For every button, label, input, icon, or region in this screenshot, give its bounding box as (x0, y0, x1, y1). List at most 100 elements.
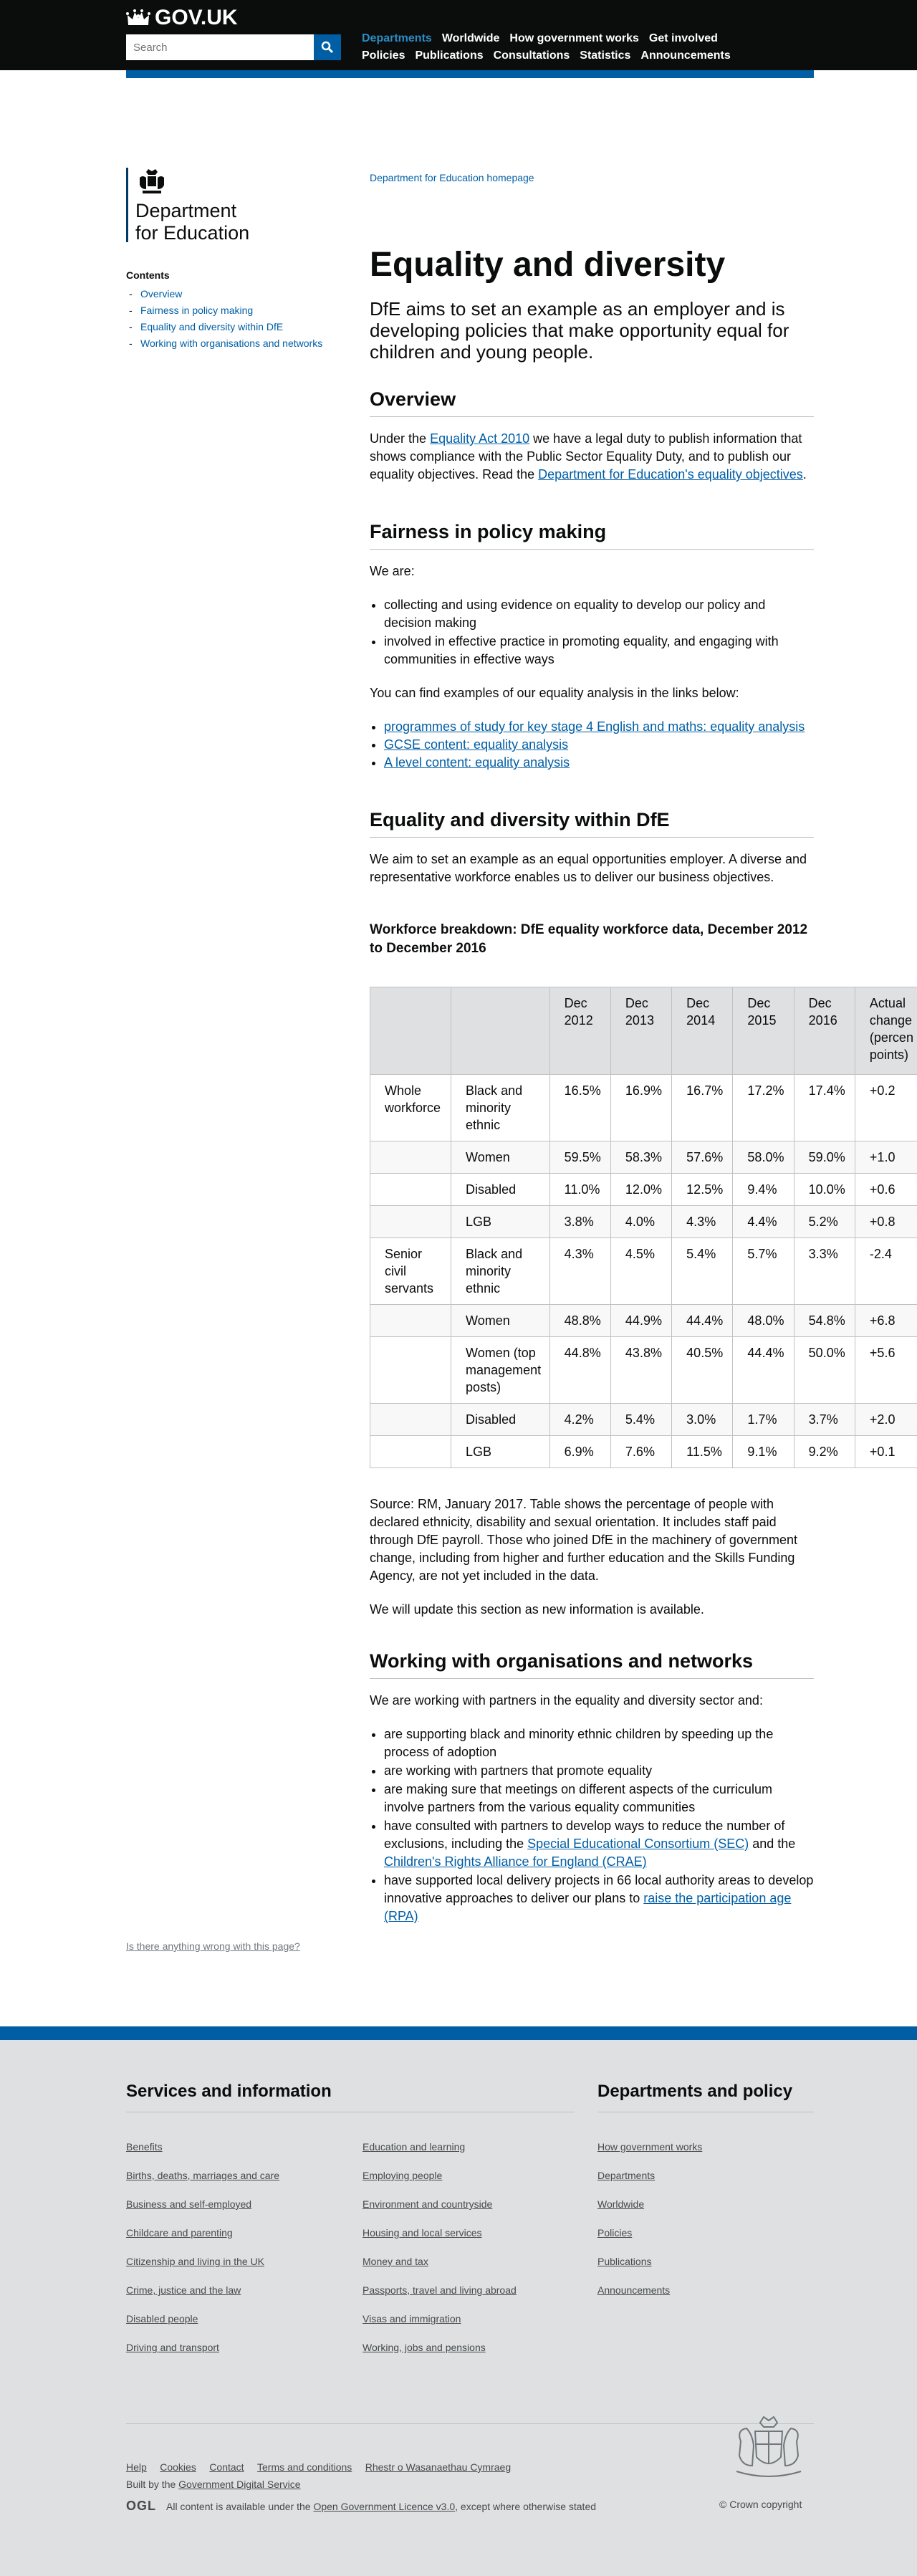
a-level-analysis-link[interactable]: A level content: equality analysis (384, 755, 570, 770)
footer-department-link[interactable]: Publications (597, 2255, 702, 2268)
table-cell: 12.5% (672, 1174, 733, 1206)
licence-line: OGL All content is available under the O… (126, 2499, 596, 2514)
govuk-logo[interactable]: GOV.UK (126, 6, 238, 30)
equality-act-link[interactable]: Equality Act 2010 (430, 431, 529, 446)
logo-text: GOV.UK (155, 6, 238, 30)
table-cell: 17.4% (794, 1075, 855, 1141)
footer-department-link[interactable]: Policies (597, 2226, 702, 2239)
nav-consultations[interactable]: Consultations (494, 47, 570, 64)
contact-link[interactable]: Contact (209, 2461, 244, 2473)
footer-service-link[interactable]: Visas and immigration (363, 2312, 517, 2325)
working-list: are supporting black and minority ethnic… (384, 1725, 814, 1925)
nav-statistics[interactable]: Statistics (580, 47, 630, 64)
footer-department-link[interactable]: How government works (597, 2140, 702, 2153)
table-cell: Black and minority ethnic (451, 1075, 550, 1141)
table-cell: Women (451, 1305, 550, 1337)
licence-prefix: All content is available under the (166, 2501, 313, 2512)
crae-link[interactable]: Children's Rights Alliance for England (… (384, 1854, 647, 1869)
equality-objectives-link[interactable]: Department for Education's equality obje… (538, 467, 803, 482)
nav-publications[interactable]: Publications (415, 47, 483, 64)
table-cell: +1.0 (855, 1141, 917, 1174)
contents-link-overview[interactable]: Overview (140, 288, 182, 300)
footer-service-link[interactable]: Births, deaths, marriages and care (126, 2169, 279, 2182)
cookies-link[interactable]: Cookies (160, 2461, 196, 2473)
table-cell: 40.5% (672, 1337, 733, 1404)
gcse-analysis-link[interactable]: GCSE content: equality analysis (384, 737, 568, 752)
footer-service-link[interactable]: Housing and local services (363, 2226, 517, 2239)
dept-homepage-link[interactable]: Department for Education homepage (370, 172, 534, 183)
search-button[interactable] (314, 34, 341, 60)
footer-department-link[interactable]: Departments (597, 2169, 702, 2182)
footer-service-link[interactable]: Environment and countryside (363, 2198, 517, 2211)
footer-service-link[interactable]: Passports, travel and living abroad (363, 2284, 517, 2297)
table-header-cell (451, 987, 550, 1075)
footer-service-link[interactable]: Driving and transport (126, 2341, 279, 2354)
footer-service-link[interactable]: Employing people (363, 2169, 517, 2182)
table-header-cell: Dec 2016 (794, 987, 855, 1075)
crown-copyright-link[interactable]: © Crown copyright (719, 2499, 802, 2510)
table-cell: 16.5% (549, 1075, 610, 1141)
footer-service-link[interactable]: Disabled people (126, 2312, 279, 2325)
footer-service-link[interactable]: Education and learning (363, 2140, 517, 2153)
table-cell: 59.0% (794, 1141, 855, 1174)
list-item: have consulted with partners to develop … (384, 1817, 814, 1871)
list-item: are supporting black and minority ethnic… (384, 1725, 814, 1761)
table-cell (370, 1206, 451, 1238)
footer-service-link[interactable]: Business and self-employed (126, 2198, 279, 2211)
nav-departments[interactable]: Departments (362, 30, 432, 47)
nav-how-government-works[interactable]: How government works (509, 30, 638, 47)
report-problem-link[interactable]: Is there anything wrong with this page? (126, 1940, 300, 1952)
search-input[interactable] (126, 34, 314, 60)
nav-announcements[interactable]: Announcements (640, 47, 730, 64)
footer-service-link[interactable]: Money and tax (363, 2255, 517, 2268)
table-cell: 43.8% (610, 1337, 671, 1404)
ogl-link[interactable]: Open Government Licence v3.0 (313, 2501, 455, 2512)
table-cell: 3.3% (794, 1238, 855, 1305)
footer-service-link[interactable]: Crime, justice and the law (126, 2284, 279, 2297)
royal-arms-icon (135, 168, 168, 196)
table-cell: +0.2 (855, 1075, 917, 1141)
services-column-2: Education and learning Employing people En… (363, 2140, 517, 2370)
terms-link[interactable]: Terms and conditions (257, 2461, 352, 2473)
table-cell: 5.4% (672, 1238, 733, 1305)
table-cell: 5.7% (733, 1238, 794, 1305)
contents-link-fairness[interactable]: Fairness in policy making (140, 305, 253, 316)
footer-service-link[interactable]: Working, jobs and pensions (363, 2341, 517, 2354)
footer-department-link[interactable]: Announcements (597, 2284, 702, 2297)
footer-service-link[interactable]: Citizenship and living in the UK (126, 2255, 279, 2268)
table-row: Women (top management posts)44.8%43.8%40… (370, 1337, 917, 1404)
table-cell (370, 1404, 451, 1436)
contents-item: Overview (126, 287, 341, 301)
page-lede: DfE aims to set an example as an employe… (370, 298, 814, 363)
nav-policies[interactable]: Policies (362, 47, 405, 64)
overview-text-3: . (803, 467, 807, 482)
nav-worldwide[interactable]: Worldwide (442, 30, 500, 47)
welsh-services-link[interactable]: Rhestr o Wasanaethau Cymraeg (365, 2461, 511, 2473)
organisation-name: Department for Education (135, 200, 341, 244)
contents-item: Equality and diversity within DfE (126, 320, 341, 334)
footer-department-link[interactable]: Worldwide (597, 2198, 702, 2211)
footer-service-link[interactable]: Childcare and parenting (126, 2226, 279, 2239)
table-cell: 16.9% (610, 1075, 671, 1141)
table-cell: 11.5% (672, 1436, 733, 1468)
table-cell: 4.4% (733, 1206, 794, 1238)
equality-analysis-links: programmes of study for key stage 4 Engl… (384, 718, 814, 772)
contents-link-working[interactable]: Working with organisations and networks (140, 337, 322, 349)
sec-link[interactable]: Special Educational Consortium (SEC) (527, 1837, 749, 1851)
within-dfe-heading: Equality and diversity within DfE (370, 809, 814, 838)
table-header-cell: Dec 2013 (610, 987, 671, 1075)
organisation-logo[interactable]: Department for Education (126, 168, 341, 242)
footer-service-link[interactable]: Benefits (126, 2140, 279, 2153)
b4-text-2: and the (749, 1837, 795, 1851)
within-dfe-paragraph: We aim to set an example as an equal opp… (370, 851, 814, 886)
nav-get-involved[interactable]: Get involved (649, 30, 718, 47)
contents-link-within-dfe[interactable]: Equality and diversity within DfE (140, 321, 283, 332)
table-cell: +0.1 (855, 1436, 917, 1468)
ks4-analysis-link[interactable]: programmes of study for key stage 4 Engl… (384, 719, 805, 734)
help-link[interactable]: Help (126, 2461, 147, 2473)
overview-heading: Overview (370, 388, 814, 417)
gds-link[interactable]: Government Digital Service (178, 2479, 300, 2490)
